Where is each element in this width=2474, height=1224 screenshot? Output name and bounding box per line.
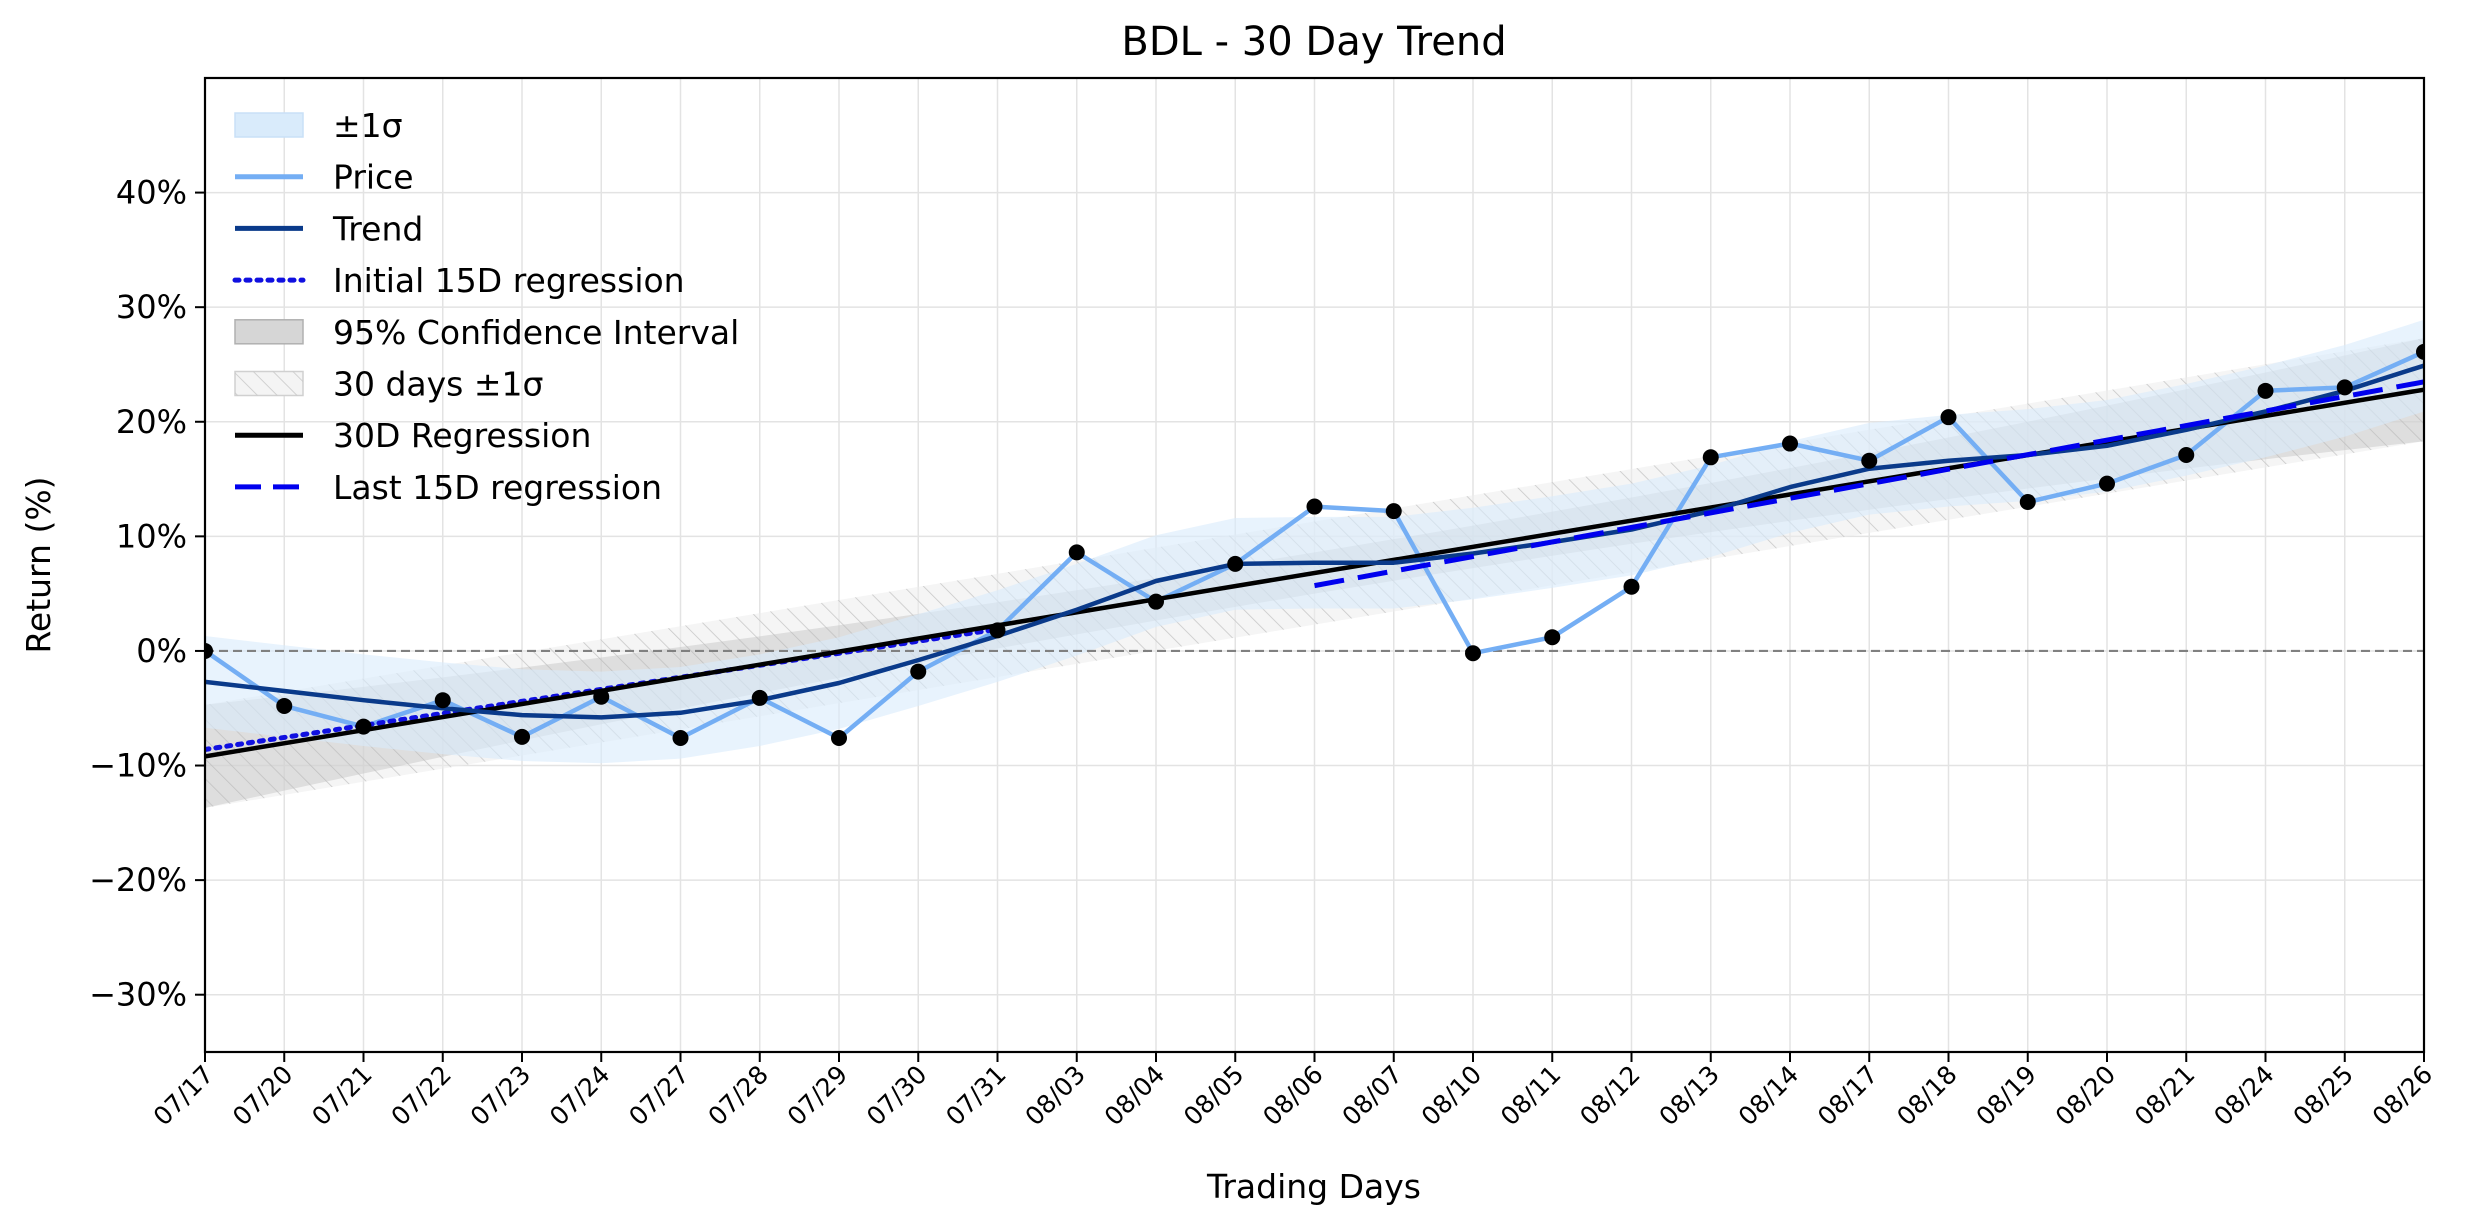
y-axis: −30% −20% −10% 0% 10% 20% 30% 40% bbox=[89, 174, 205, 1014]
y-tick-label: 40% bbox=[116, 174, 187, 212]
x-tick-label: 07/28 bbox=[703, 1060, 774, 1131]
x-tick-label: 08/12 bbox=[1574, 1060, 1645, 1131]
price-point bbox=[1465, 645, 1481, 662]
price-point bbox=[1306, 498, 1323, 515]
legend-price-label: Price bbox=[333, 158, 414, 197]
y-tick-label: −20% bbox=[89, 861, 187, 899]
legend-30d-regression-label: 30D Regression bbox=[333, 416, 591, 455]
y-axis-label: Return (%) bbox=[19, 476, 58, 653]
legend-initial-15d-label: Initial 15D regression bbox=[333, 261, 685, 300]
price-point bbox=[1544, 629, 1561, 646]
x-tick-label: 08/25 bbox=[2288, 1060, 2359, 1131]
legend: ±1σ Price Trend Initial 15D regression 95% C… bbox=[232, 106, 739, 507]
price-point bbox=[1940, 409, 1957, 426]
x-tick-label: 08/24 bbox=[2208, 1060, 2279, 1131]
x-tick-label: 08/26 bbox=[2367, 1060, 2438, 1131]
x-tick-label: 08/19 bbox=[1971, 1060, 2042, 1131]
price-point bbox=[989, 622, 1006, 639]
sigma-band bbox=[205, 319, 2424, 764]
x-tick-label: 08/06 bbox=[1257, 1060, 1328, 1131]
legend-ci-label: 95% Confidence Interval bbox=[333, 313, 739, 352]
price-point bbox=[751, 689, 768, 706]
y-tick-label: 30% bbox=[116, 288, 187, 326]
price-point bbox=[2019, 493, 2036, 510]
y-tick-label: −10% bbox=[89, 747, 187, 785]
x-tick-label: 08/14 bbox=[1733, 1060, 1804, 1131]
x-tick-label: 08/10 bbox=[1416, 1060, 1487, 1131]
legend-last-15d-label: Last 15D regression bbox=[333, 468, 662, 507]
chart-title: BDL - 30 Day Trend bbox=[1121, 19, 1506, 65]
x-tick-label: 07/21 bbox=[306, 1060, 377, 1131]
x-tick-label: 07/22 bbox=[386, 1060, 457, 1131]
x-tick-label: 07/23 bbox=[465, 1060, 536, 1131]
y-tick-label: 0% bbox=[136, 632, 187, 670]
legend-ci-swatch bbox=[234, 319, 304, 345]
x-tick-label: 08/13 bbox=[1654, 1060, 1725, 1131]
x-tick-label: 07/24 bbox=[544, 1060, 615, 1131]
price-point bbox=[593, 688, 610, 705]
price-point bbox=[910, 663, 927, 680]
x-tick-label: 07/27 bbox=[623, 1060, 694, 1131]
x-tick-label: 08/07 bbox=[1337, 1060, 1408, 1131]
price-point bbox=[1623, 578, 1640, 595]
x-axis: 07/17 07/20 07/21 07/22 07/23 07/24 07/27 07/28… bbox=[148, 1052, 2438, 1131]
price-point bbox=[355, 718, 372, 735]
price-point bbox=[1861, 452, 1878, 469]
last-15d-regression-line bbox=[1314, 379, 2424, 589]
price-point bbox=[514, 728, 530, 745]
x-tick-label: 07/29 bbox=[782, 1060, 853, 1131]
price-point bbox=[276, 697, 293, 714]
x-tick-label: 08/21 bbox=[2129, 1060, 2200, 1131]
price-point bbox=[205, 642, 213, 659]
x-tick-label: 08/03 bbox=[1020, 1060, 1091, 1131]
price-point bbox=[2099, 475, 2115, 492]
price-point bbox=[1385, 503, 1402, 520]
x-tick-label: 08/11 bbox=[1495, 1060, 1566, 1131]
price-point bbox=[831, 730, 847, 747]
legend-sigma-label: ±1σ bbox=[333, 106, 403, 145]
price-point bbox=[2178, 446, 2195, 463]
x-tick-label: 08/04 bbox=[1099, 1060, 1170, 1131]
price-point bbox=[1702, 449, 1719, 466]
y-tick-label: 10% bbox=[116, 517, 187, 555]
y-tick-label: 20% bbox=[116, 403, 187, 441]
price-point bbox=[2257, 382, 2274, 399]
price-point bbox=[1782, 435, 1798, 452]
legend-30d-band-swatch-hatch bbox=[235, 371, 303, 396]
price-point bbox=[1068, 544, 1085, 561]
x-axis-label: Trading Days bbox=[1206, 1167, 1421, 1206]
price-point bbox=[2416, 343, 2424, 360]
x-tick-label: 08/20 bbox=[2050, 1060, 2121, 1131]
x-tick-label: 07/17 bbox=[148, 1060, 219, 1131]
x-tick-label: 07/20 bbox=[227, 1060, 298, 1131]
x-tick-label: 08/17 bbox=[1812, 1060, 1883, 1131]
price-point bbox=[672, 730, 689, 747]
x-tick-label: 08/05 bbox=[1178, 1060, 1249, 1131]
legend-30d-band-label: 30 days ±1σ bbox=[333, 365, 543, 404]
x-tick-label: 08/18 bbox=[1891, 1060, 1962, 1131]
y-tick-label: −30% bbox=[89, 976, 187, 1014]
x-tick-label: 07/31 bbox=[940, 1060, 1011, 1131]
price-point bbox=[434, 692, 451, 709]
price-point bbox=[1227, 555, 1244, 572]
price-point bbox=[2336, 379, 2353, 396]
price-point bbox=[1148, 593, 1164, 610]
x-tick-label: 07/30 bbox=[861, 1060, 932, 1131]
legend-trend-label: Trend bbox=[332, 209, 423, 248]
legend-sigma-swatch bbox=[234, 112, 304, 138]
